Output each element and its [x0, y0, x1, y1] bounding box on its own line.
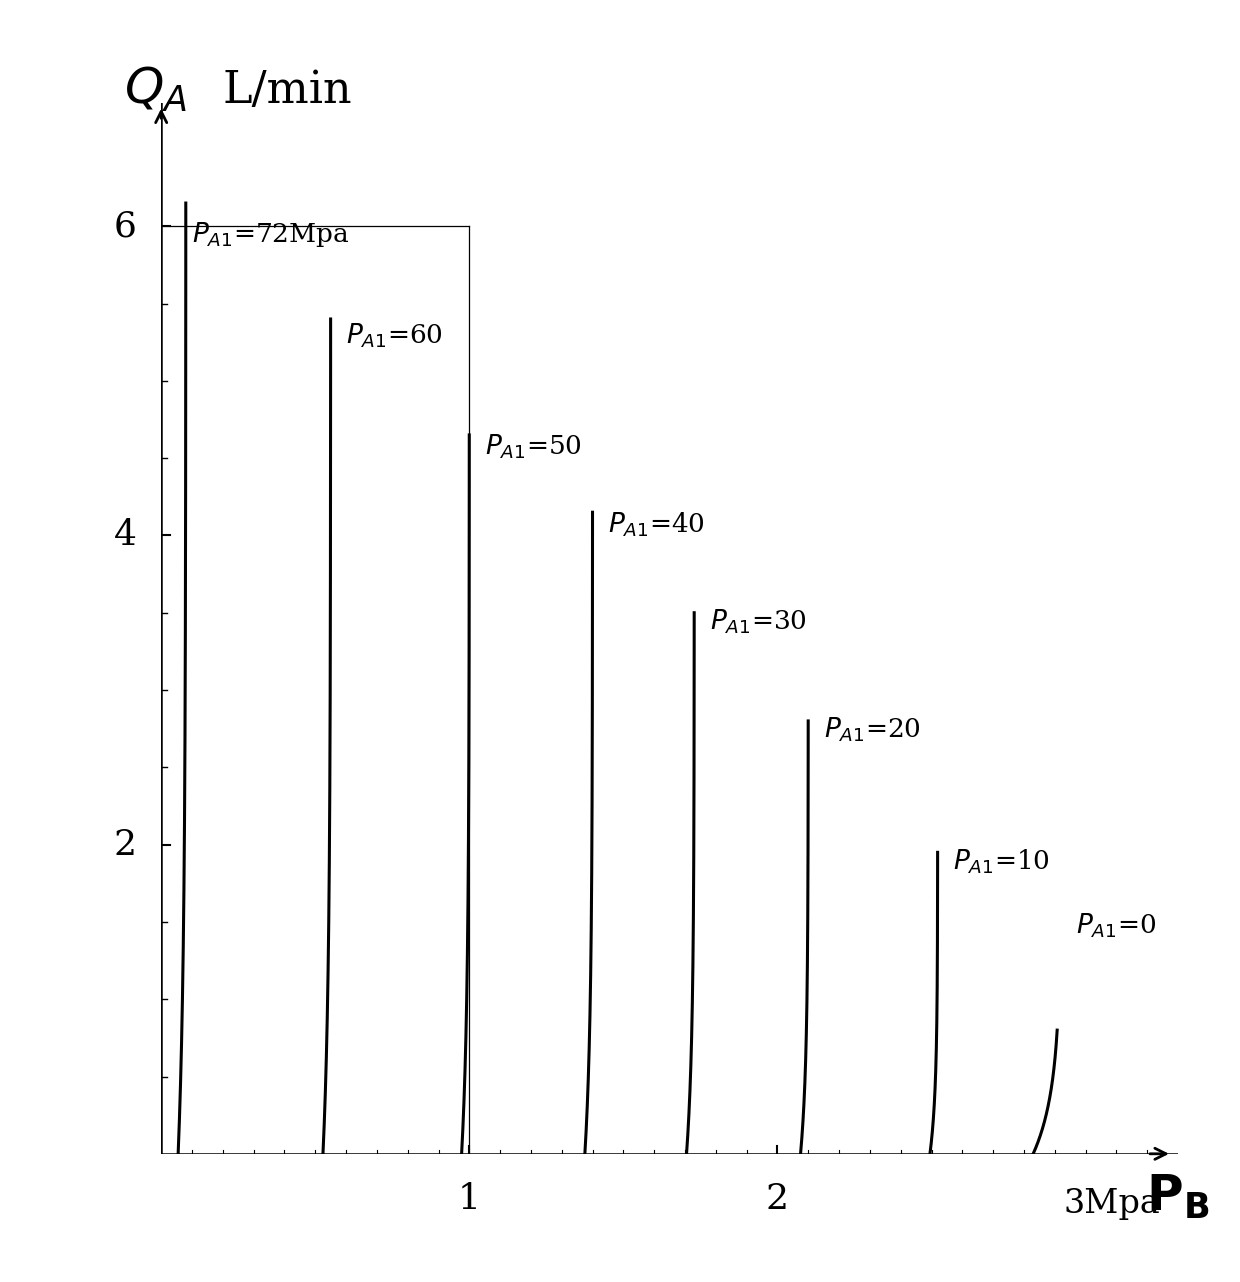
Text: 6: 6 [114, 209, 136, 244]
Text: $P_{A1}$=30: $P_{A1}$=30 [709, 608, 806, 636]
Text: $P_{A1}$=20: $P_{A1}$=20 [823, 715, 920, 744]
Text: $P_{A1}$=50: $P_{A1}$=50 [485, 433, 582, 462]
Text: $P_{A1}$=10: $P_{A1}$=10 [954, 847, 1050, 876]
Text: $Q_A$: $Q_A$ [124, 65, 187, 115]
Text: $\mathbf{P_B}$: $\mathbf{P_B}$ [1146, 1172, 1210, 1222]
Text: L/min: L/min [223, 69, 352, 112]
Text: $P_{A1}$=0: $P_{A1}$=0 [1076, 912, 1157, 941]
Text: 2: 2 [766, 1182, 789, 1215]
Text: 1: 1 [458, 1182, 481, 1215]
Text: $P_{A1}$=60: $P_{A1}$=60 [346, 322, 443, 350]
Text: $P_{A1}$=72Mpa: $P_{A1}$=72Mpa [192, 221, 350, 250]
Text: 3Mpa: 3Mpa [1064, 1188, 1161, 1219]
Text: 2: 2 [114, 828, 136, 862]
Text: $P_{A1}$=40: $P_{A1}$=40 [608, 510, 704, 538]
Text: 4: 4 [114, 518, 136, 553]
